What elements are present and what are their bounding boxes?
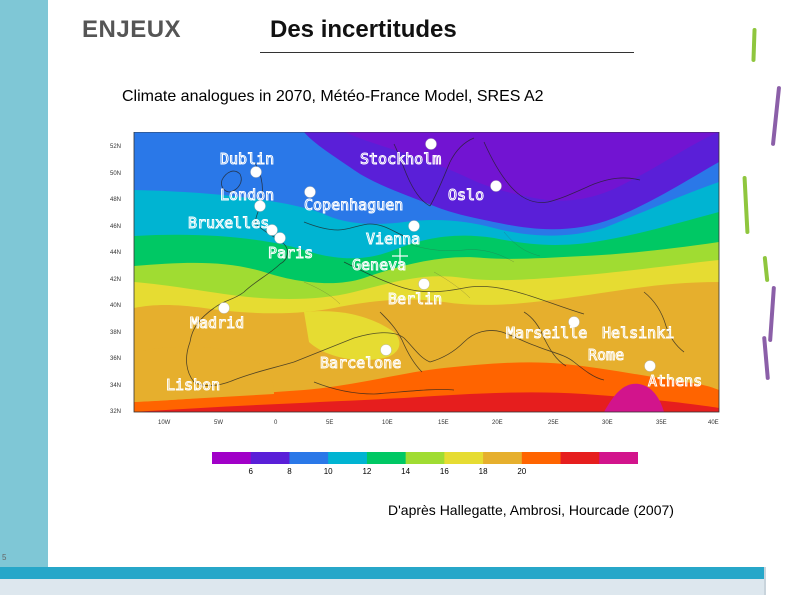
geneva-cross-icon: [392, 248, 408, 264]
city-label-helsinki: Helsinki: [602, 324, 674, 342]
title-underline: [260, 52, 634, 53]
lat-label: 50N: [110, 171, 121, 177]
city-label-bruxelles: Bruxelles: [188, 214, 269, 232]
scale-label: 6: [249, 467, 254, 476]
city-label-oslo: Oslo: [448, 186, 484, 204]
color-scale-svg: 6 8 10 12 14 16 18 20: [212, 452, 639, 476]
deco-stroke-purple-2: [768, 285, 776, 343]
deco-stroke-green-3: [762, 255, 770, 283]
city-label-madrid: Madrid: [190, 314, 244, 332]
lon-label: 25E: [548, 420, 559, 426]
map-subtitle: Climate analogues in 2070, Météo-France …: [122, 88, 544, 105]
city-marker-berlin: [418, 278, 430, 290]
city-label-berlin: Berlin: [388, 290, 442, 308]
deco-stroke-green-1: [751, 27, 757, 63]
source-credit: D'après Hallegatte, Ambrosi, Hourcade (2…: [388, 502, 674, 518]
lon-label: 20E: [492, 420, 503, 426]
city-label-geneva: Geneva: [352, 256, 406, 274]
scale-swatch: [366, 452, 407, 464]
city-label-marseille: Marseille: [506, 324, 587, 342]
scale-label: 16: [440, 467, 449, 476]
city-label-stockholm: Stockholm: [360, 150, 441, 168]
scale-label: 10: [324, 467, 333, 476]
climate-map-svg: 52N 50N 48N 46N 44N 42N 40N 38N 36N 34N …: [110, 131, 720, 426]
city-marker-bruxelles: [266, 224, 278, 236]
section-label: ENJEUX: [82, 16, 182, 43]
footer-corner: [764, 567, 794, 595]
lon-label: 35E: [656, 420, 667, 426]
lon-label: 5W: [214, 420, 223, 426]
lon-label: 15E: [438, 420, 449, 426]
city-marker-vienna: [408, 220, 420, 232]
city-label-copenhaguen: Copenhaguen: [304, 196, 403, 214]
scale-swatch: [289, 452, 329, 464]
scale-swatch: [483, 452, 523, 464]
lat-label: 32N: [110, 409, 121, 415]
lat-label: 52N: [110, 144, 121, 150]
scale-label: 12: [362, 467, 371, 476]
lat-label: 36N: [110, 356, 121, 362]
city-marker-paris: [274, 232, 286, 244]
lat-label: 48N: [110, 197, 121, 203]
lat-label: 44N: [110, 250, 121, 256]
city-label-barcelone: Barcelone: [320, 354, 401, 372]
city-marker-athens: [644, 360, 656, 372]
scale-swatch: [405, 452, 445, 464]
scale-label: 8: [287, 467, 292, 476]
footer-band: [0, 567, 794, 579]
city-label-lisbon: Lisbon: [166, 376, 220, 394]
color-scale: 6 8 10 12 14 16 18 20: [212, 452, 639, 482]
scale-swatch: [560, 452, 600, 464]
city-label-vienna: Vienna: [366, 230, 420, 248]
scale-swatch: [212, 452, 252, 464]
lat-label: 34N: [110, 383, 121, 389]
city-label-rome: Rome: [588, 346, 624, 364]
deco-stroke-purple-3: [762, 335, 770, 381]
lat-label: 46N: [110, 224, 121, 230]
lon-label: 10W: [158, 420, 171, 426]
city-marker-marseille: [568, 316, 580, 328]
city-marker-dublin: [250, 166, 262, 178]
city-marker-london: [304, 186, 316, 198]
lon-label: 10E: [382, 420, 393, 426]
city-label-london: London: [220, 186, 274, 204]
scale-label: 14: [401, 467, 410, 476]
scale-swatch: [328, 452, 368, 464]
city-label-athens: Athens: [648, 372, 702, 390]
climate-map: 52N 50N 48N 46N 44N 42N 40N 38N 36N 34N …: [104, 131, 724, 432]
city-marker-barcelone: [380, 344, 392, 356]
page-number: 5: [2, 553, 7, 562]
deco-stroke-green-2: [742, 175, 750, 235]
footer-band-light: [0, 579, 764, 595]
scale-label: 20: [517, 467, 526, 476]
lon-label: 0: [274, 420, 278, 426]
lon-label: 5E: [326, 420, 333, 426]
lon-label: 40E: [708, 420, 719, 426]
left-accent-bar: [0, 0, 48, 595]
lat-label: 42N: [110, 277, 121, 283]
city-label-dublin: Dublin: [220, 150, 274, 168]
scale-swatch: [250, 452, 290, 464]
slide-title: Des incertitudes: [270, 16, 457, 43]
scale-swatch: [599, 452, 639, 464]
deco-stroke-purple-1: [770, 85, 782, 147]
scale-swatch: [444, 452, 484, 464]
scale-label: 18: [479, 467, 488, 476]
city-marker-stockholm: [425, 138, 437, 150]
scale-swatch: [521, 452, 562, 464]
city-label-paris: Paris: [268, 244, 313, 262]
lat-label: 38N: [110, 330, 121, 336]
lat-label: 40N: [110, 303, 121, 309]
city-marker-copenhaguen: [254, 200, 266, 212]
city-marker-oslo: [490, 180, 502, 192]
city-marker-madrid: [218, 302, 230, 314]
lon-label: 30E: [602, 420, 613, 426]
